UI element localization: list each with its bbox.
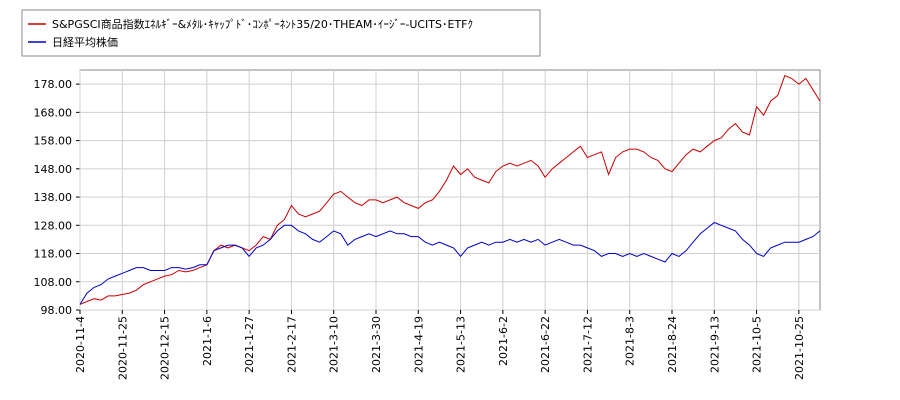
legend-box [21, 9, 541, 57]
x-tick-label: 2021-5-13 [455, 316, 468, 373]
y-tick-label: 128.00 [34, 219, 73, 232]
x-tick-label: 2021-3-30 [370, 316, 383, 373]
x-tick-label: 2020-12-15 [159, 316, 172, 380]
x-tick-label: 2020-11-4 [74, 316, 87, 373]
x-tick-label: 2021-6-22 [539, 316, 552, 373]
series-line [79, 74, 821, 305]
x-tick-label: 2021-7-12 [581, 316, 594, 373]
y-tick-label: 148.00 [34, 163, 73, 176]
x-tick-label: 2021-8-24 [666, 316, 679, 373]
x-tick-label: 2021-4-19 [412, 316, 425, 373]
y-tick-label: 168.00 [34, 106, 73, 119]
legend-label: S&PGSCI商品指数ｴﾈﾙｷﾞｰ&ﾒﾀﾙ･ｷｬｯﾌﾟﾄﾞ･ｺﾝﾎﾟｰﾈﾝﾄ35… [52, 17, 473, 31]
legend: S&PGSCI商品指数ｴﾈﾙｷﾞｰ&ﾒﾀﾙ･ｷｬｯﾌﾟﾄﾞ･ｺﾝﾎﾟｰﾈﾝﾄ35… [21, 9, 541, 57]
y-tick-label: 158.00 [34, 135, 73, 148]
x-tick-label: 2021-2-17 [285, 316, 298, 373]
x-tick-label: 2021-1-6 [201, 316, 214, 366]
x-tick-label: 2021-6-2 [497, 316, 510, 366]
x-tick-label: 2020-11-25 [116, 316, 129, 380]
x-tick-label: 2021-9-13 [708, 316, 721, 373]
y-tick-label: 138.00 [34, 191, 73, 204]
y-tick-label: 118.00 [34, 248, 73, 261]
y-tick-label: 178.00 [34, 78, 73, 91]
y-tick-label: 108.00 [34, 276, 73, 289]
series-line [79, 221, 821, 305]
x-tick-label: 2021-10-5 [751, 316, 764, 373]
x-tick-label: 2021-8-3 [624, 316, 637, 366]
legend-label: 日経平均株価 [52, 35, 118, 49]
plot-frame [79, 69, 821, 311]
x-tick-label: 2021-3-10 [328, 316, 341, 373]
x-tick-label: 2021-1-27 [243, 316, 256, 373]
x-tick-label: 2021-10-25 [793, 316, 806, 380]
y-tick-label: 98.00 [41, 304, 73, 317]
